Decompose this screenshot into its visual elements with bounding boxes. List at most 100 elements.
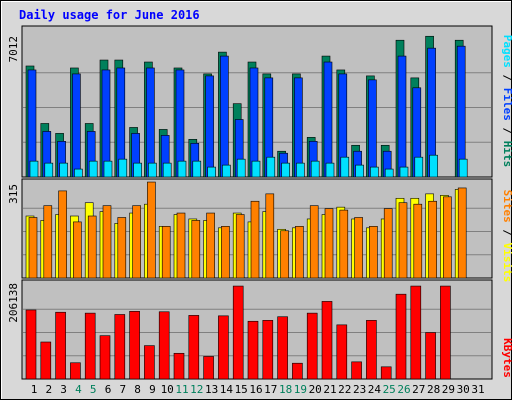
legend-segment: Visits xyxy=(501,243,512,283)
day-label-4: 4 xyxy=(75,383,82,396)
bar-sites-day-22 xyxy=(339,209,349,279)
bar-pages-day-24 xyxy=(370,166,379,178)
bar-kbytes-day-9 xyxy=(144,345,155,380)
bar-sites-day-7 xyxy=(117,217,127,279)
bar-pages-day-5 xyxy=(88,160,98,178)
day-label-20: 20 xyxy=(309,383,322,396)
bar-pages-day-17 xyxy=(266,156,276,178)
day-label-26: 26 xyxy=(397,383,410,396)
day-label-1: 1 xyxy=(31,383,38,396)
bar-kbytes-day-7 xyxy=(114,314,126,380)
day-label-13: 13 xyxy=(205,383,218,396)
bar-kbytes-day-16 xyxy=(247,320,259,380)
bar-pages-day-16 xyxy=(251,160,261,178)
max-label-hits: 7012 xyxy=(7,36,20,63)
legend-hits: Pages / Files / Hits xyxy=(501,35,512,168)
bar-pages-day-2 xyxy=(44,162,54,178)
bar-sites-day-13 xyxy=(206,212,215,279)
bar-pages-day-30 xyxy=(458,158,468,178)
day-label-12: 12 xyxy=(190,383,203,396)
bar-pages-day-6 xyxy=(103,160,113,178)
bar-sites-day-24 xyxy=(369,226,378,279)
bar-pages-day-19 xyxy=(296,162,305,178)
day-label-30: 30 xyxy=(457,383,470,396)
bar-sites-day-30 xyxy=(457,187,467,279)
bar-kbytes-day-4 xyxy=(70,362,81,380)
legend-segment: KBytes xyxy=(501,338,512,378)
bar-kbytes-day-17 xyxy=(262,320,274,380)
bar-sites-day-11 xyxy=(176,212,186,279)
bar-sites-day-4 xyxy=(73,221,82,279)
bar-kbytes-day-12 xyxy=(188,315,200,380)
day-labels: 1 2 3 4 5 6 7 8 9 10 11 12 13 14 15 16 17 18 19 20 21 22 23 24 2… xyxy=(31,383,485,396)
bar-files-day-21 xyxy=(323,61,333,178)
bar-kbytes-day-24 xyxy=(366,320,377,380)
bar-kbytes-day-27 xyxy=(410,285,422,380)
bar-kbytes-day-5 xyxy=(84,312,96,380)
bar-sites-day-6 xyxy=(102,205,112,279)
bar-files-day-19 xyxy=(294,77,303,178)
day-label-19: 19 xyxy=(294,383,307,396)
bar-sites-day-25 xyxy=(383,208,393,279)
bar-pages-day-1 xyxy=(29,160,39,178)
bar-pages-day-15 xyxy=(236,158,246,178)
bar-pages-day-4 xyxy=(74,168,83,178)
legend-segment: Pages xyxy=(501,35,512,68)
bar-pages-day-22 xyxy=(340,156,350,178)
bar-kbytes-day-10 xyxy=(158,311,170,380)
bar-sites-day-21 xyxy=(324,208,334,279)
bar-pages-day-13 xyxy=(207,166,216,178)
bar-pages-day-25 xyxy=(384,168,394,178)
bar-pages-day-20 xyxy=(310,160,320,178)
bar-pages-day-12 xyxy=(192,160,202,178)
day-label-27: 27 xyxy=(412,383,425,396)
day-label-31: 31 xyxy=(471,383,484,396)
bar-sites-day-9 xyxy=(147,181,156,279)
bar-kbytes-day-13 xyxy=(203,356,214,380)
day-label-15: 15 xyxy=(235,383,248,396)
max-label-kbytes: 206138 xyxy=(7,283,20,323)
bar-pages-day-28 xyxy=(429,154,438,178)
day-label-28: 28 xyxy=(427,383,440,396)
bar-kbytes-day-21 xyxy=(321,301,333,380)
bar-pages-day-14 xyxy=(222,164,231,178)
day-label-6: 6 xyxy=(105,383,112,396)
bar-sites-day-18 xyxy=(280,230,289,279)
bar-pages-day-10 xyxy=(162,162,172,178)
bar-sites-day-16 xyxy=(250,200,260,279)
day-label-18: 18 xyxy=(279,383,292,396)
chart-title: Daily usage for June 2016 xyxy=(19,8,200,22)
bar-kbytes-day-11 xyxy=(173,352,185,380)
bar-kbytes-day-26 xyxy=(395,293,407,380)
bar-pages-day-11 xyxy=(177,160,187,178)
bar-sites-day-14 xyxy=(221,226,230,279)
bar-sites-day-29 xyxy=(443,196,452,279)
bar-sites-day-12 xyxy=(191,220,201,279)
bar-files-day-24 xyxy=(368,79,377,178)
bar-pages-day-7 xyxy=(118,158,128,178)
bar-kbytes-day-29 xyxy=(440,285,451,380)
day-label-8: 8 xyxy=(134,383,141,396)
day-label-21: 21 xyxy=(323,383,336,396)
day-label-14: 14 xyxy=(220,383,234,396)
legend-segment: / xyxy=(501,68,512,88)
day-label-5: 5 xyxy=(90,383,97,396)
bar-kbytes-day-23 xyxy=(351,361,362,380)
day-label-3: 3 xyxy=(60,383,67,396)
day-label-7: 7 xyxy=(119,383,126,396)
bar-sites-day-20 xyxy=(309,205,319,279)
bar-kbytes-day-20 xyxy=(306,312,318,380)
bar-sites-day-19 xyxy=(295,226,304,279)
panel-kbytes: 206138 KBytes xyxy=(7,279,512,380)
panel-visits-sites: 315 Sites / Visits xyxy=(7,178,512,283)
day-label-10: 10 xyxy=(161,383,174,396)
max-label-visits: 315 xyxy=(7,184,20,204)
bar-kbytes-day-22 xyxy=(336,324,348,380)
bar-kbytes-day-6 xyxy=(99,335,111,380)
bar-sites-day-26 xyxy=(398,202,408,279)
bar-files-day-16 xyxy=(249,67,259,178)
bar-sites-day-2 xyxy=(43,205,53,279)
bar-kbytes-day-15 xyxy=(232,285,244,380)
bar-sites-day-23 xyxy=(354,217,363,279)
